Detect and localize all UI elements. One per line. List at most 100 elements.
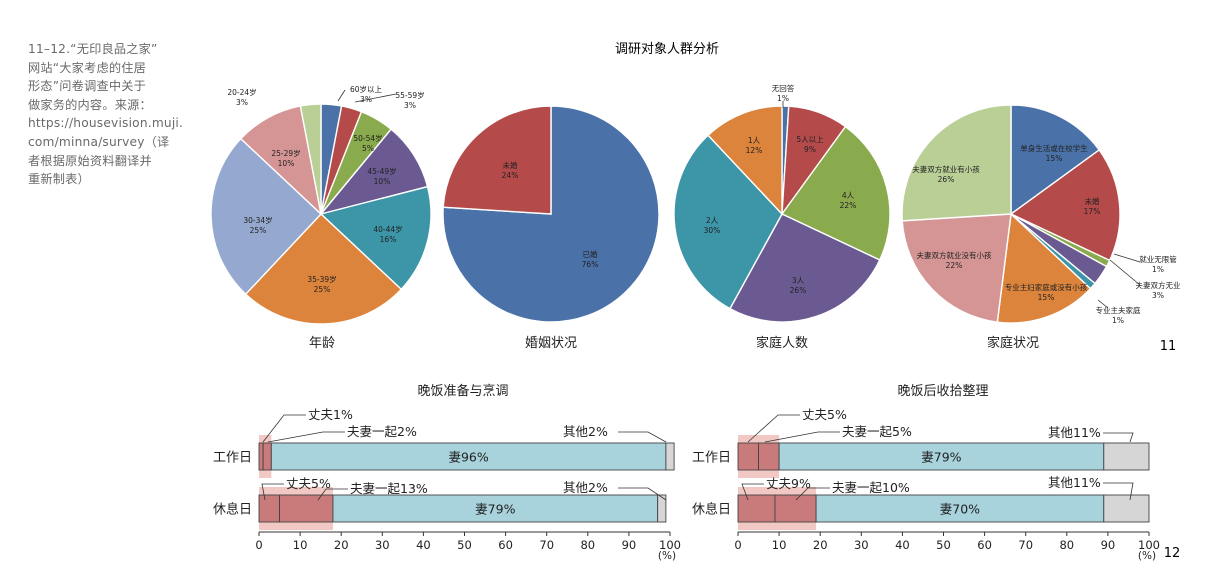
figure-number-11: 11	[1160, 339, 1177, 354]
caption-line: 重新制表）	[28, 172, 90, 187]
pie-slice-value: 3%	[236, 98, 248, 107]
bar-segment	[279, 494, 334, 523]
bar-segment	[758, 442, 780, 471]
bar-callout-leader	[618, 431, 667, 443]
pie-slice-value: 26%	[938, 175, 955, 184]
bar-callout-label: 夫妻一起2%	[347, 424, 417, 439]
pie-slice	[1010, 104, 1101, 216]
bar-callout-leader	[1103, 432, 1134, 443]
pie-slice-value: 76%	[582, 260, 599, 269]
bar-callout-label: 丈夫9%	[766, 476, 811, 491]
pie-slice-label: 40-44岁	[373, 224, 402, 234]
bar-segment	[258, 494, 280, 523]
x-tick-label: 30	[854, 538, 869, 552]
bar-callout-leader	[795, 487, 830, 501]
pie-slice-label: 55-59岁	[395, 90, 424, 100]
bar-segment	[737, 494, 776, 523]
pie-leader-line	[1109, 259, 1141, 286]
bar-category-label: 休息日	[692, 502, 731, 518]
pie-leader-line	[1097, 299, 1109, 309]
pie-slice-value: 15%	[1038, 293, 1055, 302]
pie-slice-value: 25%	[314, 285, 331, 294]
pie-slice-value: 26%	[790, 286, 807, 295]
pie-slice-value: 10%	[374, 177, 391, 186]
figure-caption: 11–12.“无印良品之家” 网站“大家考虑的住居 形态”问卷调查中关于 做家务…	[28, 40, 186, 189]
bar-segment	[815, 494, 1105, 523]
bar-category-label: 工作日	[692, 451, 731, 466]
pie-slice-value: 22%	[946, 261, 963, 270]
pie-slice	[1009, 148, 1121, 262]
pie-slice	[996, 212, 1092, 324]
x-tick-label: 40	[895, 538, 910, 552]
x-tick-label: 0	[734, 538, 741, 552]
x-tick-label: 90	[1101, 538, 1116, 552]
pie-slice	[319, 185, 432, 291]
caption-line: 11–12.“无印良品之家”	[28, 42, 158, 56]
bar-segment	[657, 494, 667, 523]
pie-leader-line	[1113, 253, 1141, 263]
pie-slice-value: 3%	[404, 101, 416, 110]
pie-slice-value: 16%	[380, 235, 397, 244]
pie-slice	[244, 213, 403, 325]
bar-callout-label: 其他2%	[563, 424, 608, 439]
caption-line: 者根据原始资料翻译并	[28, 153, 152, 168]
bar-segment	[665, 442, 675, 471]
pie-slice-label: 单身生活或在校学生	[1020, 143, 1088, 153]
x-tick-label: 10	[293, 538, 308, 552]
pie-slice-value: 1%	[777, 94, 789, 103]
pie-slice-value: 12%	[746, 146, 763, 155]
pie-slice-label: 35-39岁	[307, 274, 336, 284]
bar-callout-label: 丈夫5%	[802, 407, 847, 422]
bar-segment	[1103, 494, 1150, 523]
caption-line: 做家务的内容。来源：	[28, 97, 152, 112]
x-tick-label: 50	[936, 538, 951, 552]
pie-slice-label: 45-49岁	[367, 166, 396, 176]
pie-slice-label: 1人	[748, 136, 761, 145]
pie-slice	[299, 103, 322, 215]
pie-section-title: 调研对象人群分析	[615, 42, 719, 57]
bar-callout-label: 丈夫5%	[286, 476, 331, 491]
x-tick-label: 60	[498, 538, 513, 552]
bar-segment	[262, 442, 272, 471]
pie-slice	[442, 105, 552, 215]
bar-callout-label: 夫妻一起5%	[842, 424, 912, 439]
pie-slice-value: 25%	[250, 226, 267, 235]
bar-segment	[774, 494, 817, 523]
pie-slice-value: 3%	[360, 95, 372, 104]
pie-slice-label: 30-34岁	[243, 215, 272, 225]
bar-callout-leader	[741, 483, 764, 501]
pie-slice-label: 60岁以上	[350, 84, 383, 94]
bar-callout-leader	[262, 414, 306, 443]
pie-slice-label: 夫妻双方就业有小孩	[912, 164, 980, 174]
bar-callout-label: 其他11%	[1048, 425, 1101, 440]
x-tick-label: 40	[416, 538, 431, 552]
pie-slice	[210, 137, 322, 296]
bar-segment	[258, 442, 264, 471]
bar-callout-label: 夫妻一起13%	[350, 481, 428, 496]
pie-slice-label: 25-29岁	[271, 148, 300, 158]
caption-line: com/minna/survey（译	[28, 134, 170, 149]
pie-slice-label: 2人	[706, 216, 719, 225]
x-tick-label: 70	[1018, 538, 1033, 552]
x-axis-unit: (%)	[658, 550, 676, 562]
pie-chart-3: 单身生活或在校学生15%未婚17%就业无限管1%夫妻双方无业3%专业主夫家庭1%…	[901, 104, 1181, 351]
pie-slice-label: 就业无限管	[1139, 254, 1177, 264]
pie-slice-label: 20-24岁	[227, 87, 256, 97]
x-tick-label: 60	[977, 538, 992, 552]
pie-slice-label: 无回答	[772, 83, 795, 93]
bar-callout-label: 其他2%	[563, 480, 608, 495]
pie-slice-label: 3人	[792, 276, 805, 285]
pie-slice	[673, 134, 783, 310]
pie-slice-label: 未婚	[503, 160, 518, 170]
x-tick-label: 10	[772, 538, 787, 552]
pie-slice-value: 15%	[1046, 154, 1063, 163]
pie-slice-label: 已婚	[583, 249, 598, 259]
pie-slice	[901, 104, 1012, 222]
pie-slice-label: 5人以上	[796, 135, 824, 144]
pie-title: 家庭状况	[987, 335, 1039, 351]
